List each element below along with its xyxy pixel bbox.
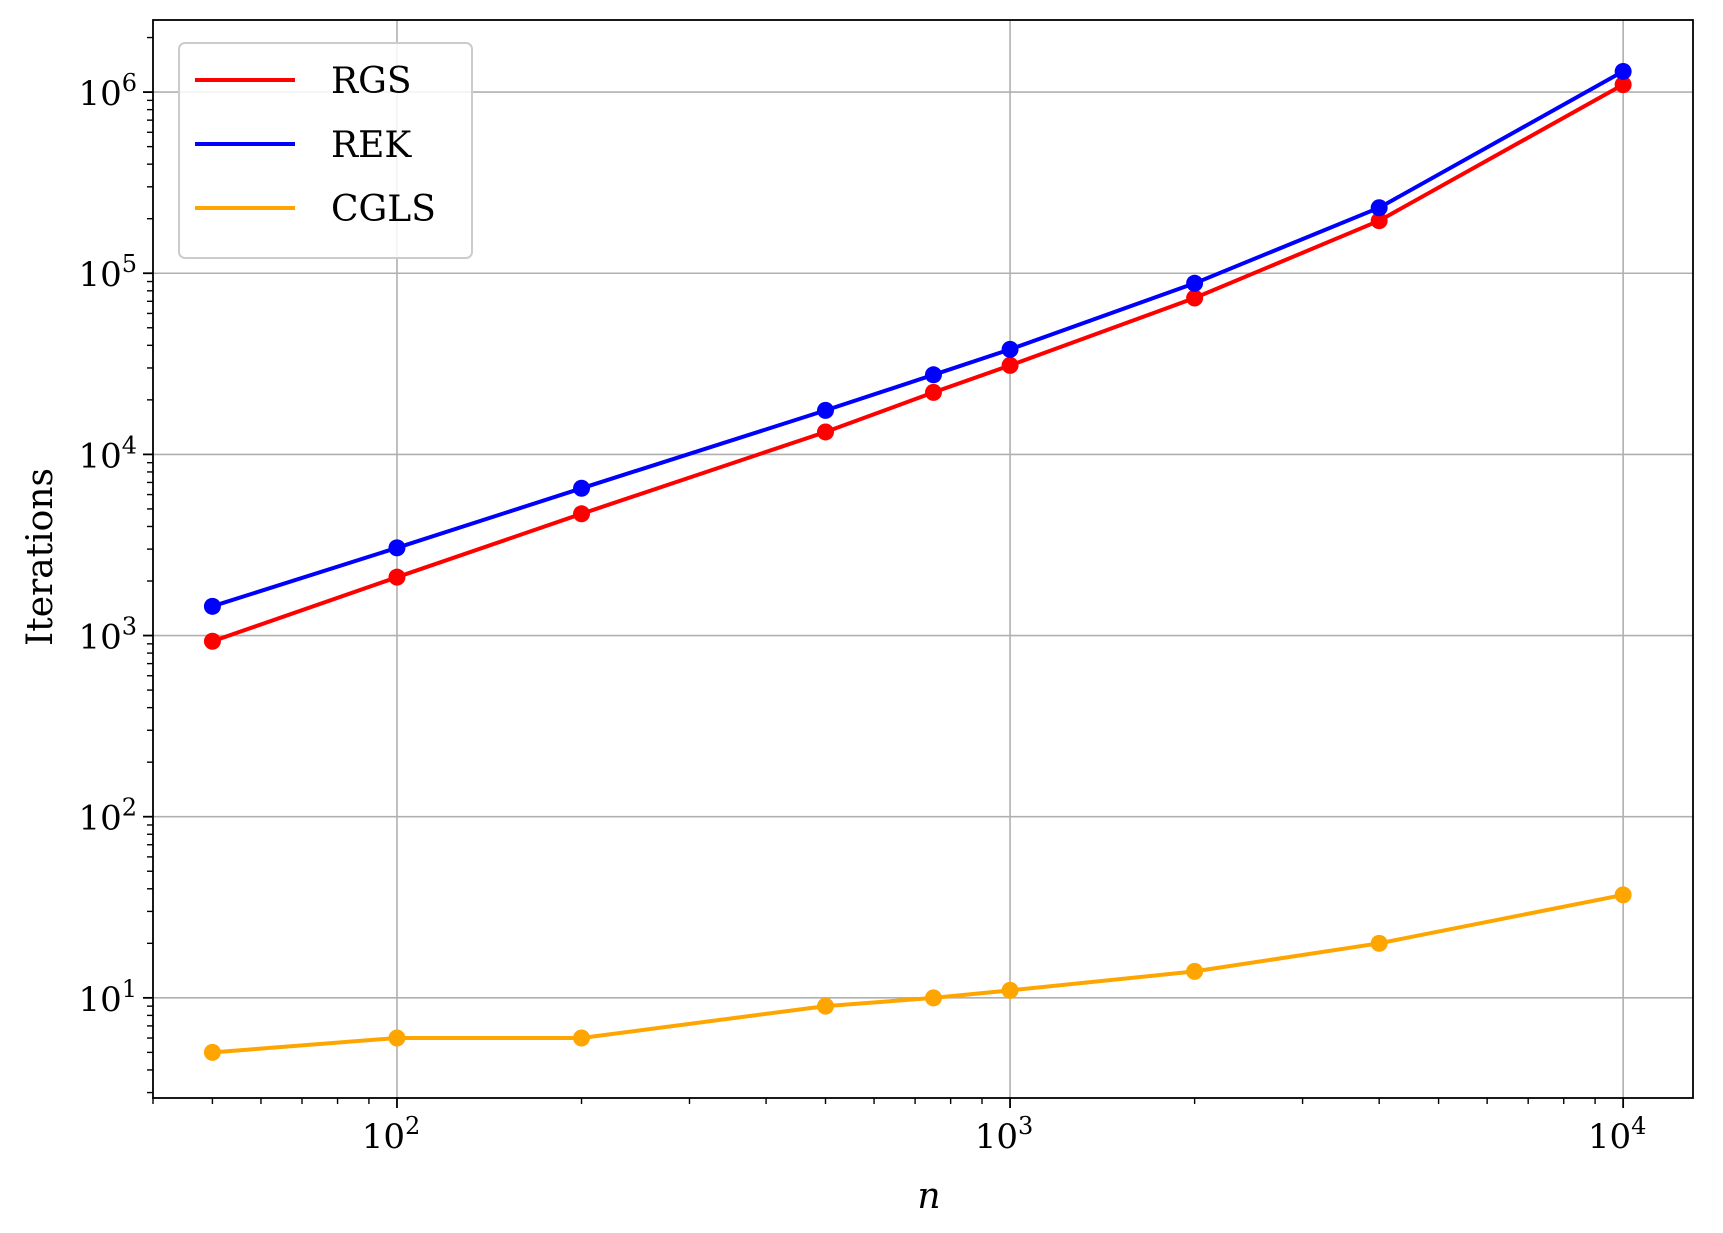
data-point-rgs (1001, 356, 1019, 374)
data-point-rgs (1186, 289, 1204, 307)
legend: RGS REK CGLS (178, 42, 473, 259)
x-axis-label: n (917, 1176, 940, 1217)
y-tick-label: 102 (78, 794, 137, 839)
data-point-rek (1001, 340, 1019, 358)
data-point-rgs (573, 505, 591, 523)
data-point-rgs (203, 632, 221, 650)
y-tick-label: 106 (78, 69, 137, 114)
data-point-cgls (203, 1043, 221, 1061)
data-point-rek (1186, 274, 1204, 292)
legend-label-rek: REK (331, 125, 412, 166)
x-tick-label: 103 (975, 1112, 1034, 1157)
data-point-rgs (1370, 212, 1388, 230)
legend-label-rgs: RGS (331, 61, 412, 102)
legend-label-cgls: CGLS (331, 189, 436, 230)
y-tick-label: 105 (78, 250, 137, 295)
series-layer (203, 62, 1632, 1061)
y-tick-label: 103 (78, 613, 137, 658)
data-point-rek (1614, 62, 1632, 80)
data-point-rek (203, 597, 221, 615)
data-point-cgls (924, 989, 942, 1007)
data-point-cgls (1001, 981, 1019, 999)
data-point-rek (1370, 199, 1388, 217)
data-point-cgls (1186, 962, 1204, 980)
data-point-cgls (1614, 886, 1632, 904)
y-axis-label: Iterations (20, 468, 61, 646)
data-point-rek (924, 366, 942, 384)
x-tick-label: 102 (362, 1112, 421, 1157)
y-tick-label: 101 (78, 975, 137, 1020)
data-point-cgls (388, 1029, 406, 1047)
data-point-rgs (388, 568, 406, 586)
data-point-rek (816, 401, 834, 419)
tick-layer: 102 103 104 101 102 103 104 105 106 (78, 36, 1647, 1157)
y-tick-label: 104 (78, 431, 137, 476)
data-point-rgs (924, 383, 942, 401)
data-point-rek (388, 539, 406, 557)
data-point-rek (573, 479, 591, 497)
data-point-cgls (573, 1029, 591, 1047)
plot-frame (152, 19, 1694, 1099)
data-point-cgls (816, 997, 834, 1015)
data-point-rgs (816, 423, 834, 441)
data-point-rgs (1614, 76, 1632, 94)
x-tick-label: 104 (1588, 1112, 1647, 1157)
legend-box (178, 42, 473, 259)
data-point-cgls (1370, 934, 1388, 952)
grid-layer (153, 20, 1693, 1098)
series-line-cgls (212, 892, 1624, 1055)
